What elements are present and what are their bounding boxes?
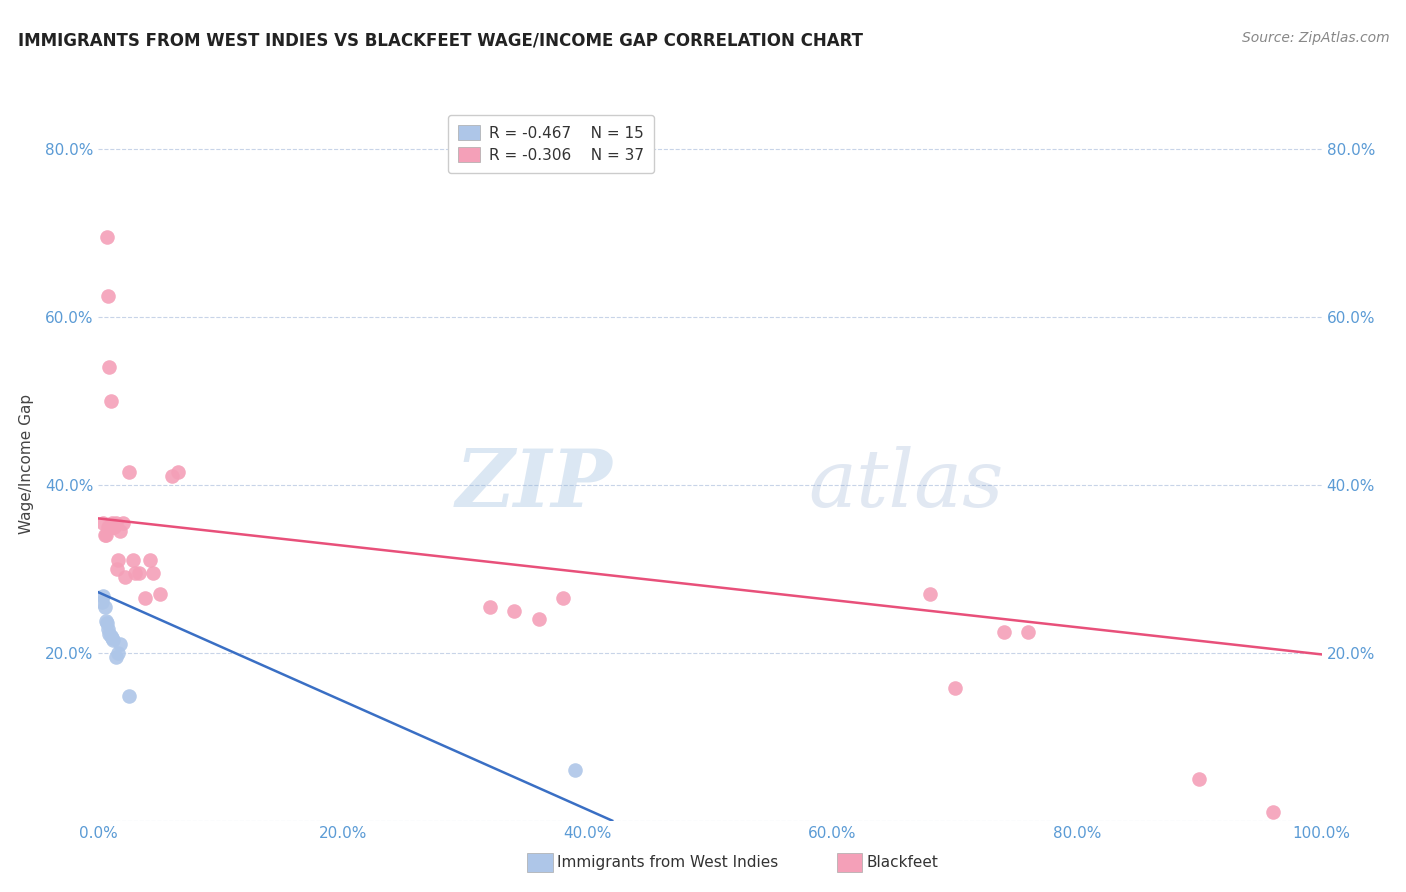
Point <box>134 591 156 606</box>
Point <box>118 465 141 479</box>
Point <box>478 599 501 614</box>
Point <box>564 764 586 778</box>
Text: ZIP: ZIP <box>456 447 612 524</box>
Point <box>553 591 575 606</box>
Point <box>107 646 129 660</box>
Point <box>97 520 120 534</box>
Point <box>118 690 141 704</box>
Point <box>93 599 115 614</box>
Point <box>139 553 162 567</box>
Point <box>101 516 124 530</box>
Point <box>142 566 165 580</box>
Point <box>101 631 124 645</box>
Point <box>91 595 114 609</box>
Point <box>101 633 124 648</box>
Text: Blackfeet: Blackfeet <box>866 855 938 870</box>
Point <box>920 587 942 601</box>
Point <box>503 604 526 618</box>
Point <box>100 629 122 643</box>
Point <box>114 570 136 584</box>
Point <box>111 516 134 530</box>
Point <box>101 520 124 534</box>
Point <box>105 562 128 576</box>
Point <box>121 553 143 567</box>
Point <box>943 681 966 695</box>
Point <box>94 528 117 542</box>
Point <box>100 393 122 408</box>
Text: Source: ZipAtlas.com: Source: ZipAtlas.com <box>1241 31 1389 45</box>
Text: atlas: atlas <box>808 447 1004 524</box>
Point <box>97 289 120 303</box>
Point <box>98 627 121 641</box>
Point <box>149 587 172 601</box>
Point <box>91 589 114 603</box>
Point <box>110 524 132 538</box>
Point <box>167 465 190 479</box>
Point <box>1188 772 1211 786</box>
Text: Immigrants from West Indies: Immigrants from West Indies <box>557 855 778 870</box>
Point <box>97 622 120 636</box>
Point <box>160 469 183 483</box>
Point <box>107 553 129 567</box>
Point <box>527 612 550 626</box>
Point <box>93 528 115 542</box>
Point <box>993 624 1015 639</box>
Point <box>104 516 127 530</box>
Point <box>110 637 132 651</box>
Point <box>94 614 117 628</box>
Point <box>98 360 121 375</box>
Point <box>104 649 127 664</box>
Point <box>128 566 150 580</box>
Point <box>124 566 146 580</box>
Point <box>1017 624 1039 639</box>
Point <box>103 520 125 534</box>
Point <box>1261 805 1284 820</box>
Text: IMMIGRANTS FROM WEST INDIES VS BLACKFEET WAGE/INCOME GAP CORRELATION CHART: IMMIGRANTS FROM WEST INDIES VS BLACKFEET… <box>18 31 863 49</box>
Point <box>96 230 118 244</box>
Point <box>96 616 118 631</box>
Point <box>91 516 114 530</box>
Y-axis label: Wage/Income Gap: Wage/Income Gap <box>18 393 34 534</box>
Legend: R = -0.467    N = 15, R = -0.306    N = 37: R = -0.467 N = 15, R = -0.306 N = 37 <box>447 115 654 173</box>
